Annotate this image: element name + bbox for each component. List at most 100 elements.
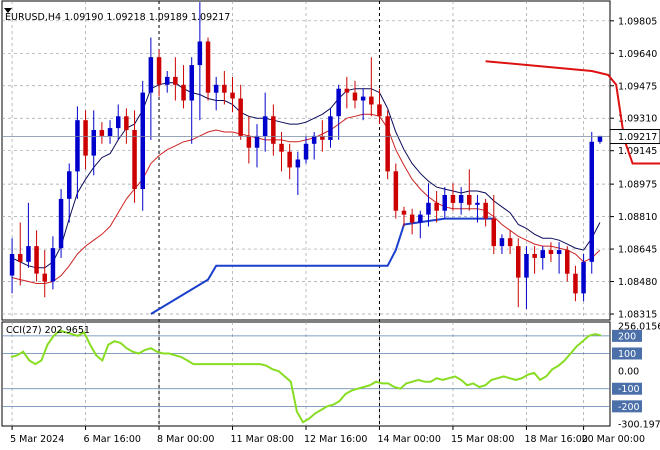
candle-body — [573, 273, 578, 294]
candle-body — [91, 130, 96, 156]
candle-body — [499, 238, 505, 247]
current-price-tag — [609, 129, 660, 145]
candle-body — [173, 76, 178, 85]
candle-body — [565, 250, 570, 274]
cci-line — [10, 329, 602, 424]
candle-body — [238, 98, 243, 136]
trailing-stop-support-line — [150, 217, 494, 315]
price-tick-label: 1.09475 — [618, 81, 657, 92]
cci-tick-label: -300.1976 — [618, 420, 660, 431]
symbol-dropdown-icon — [4, 8, 12, 13]
candle-body — [336, 88, 341, 117]
cci-tick-label: -200 — [618, 402, 640, 413]
cci-level-tag — [612, 382, 642, 395]
cci-level-tag — [612, 400, 642, 413]
candle-body — [197, 41, 203, 66]
candle-body — [156, 57, 162, 85]
candle-body — [222, 84, 227, 93]
candle-body — [352, 92, 358, 101]
candle-body — [116, 116, 121, 129]
candle-body — [26, 246, 31, 262]
cci-panel-frame — [1, 321, 611, 427]
candle-body — [581, 261, 586, 294]
candle-body — [450, 195, 456, 203]
candle-body — [401, 210, 407, 215]
candle-body — [107, 128, 113, 136]
price-tick-label: 1.09805 — [618, 16, 657, 27]
candle-body — [67, 171, 72, 199]
candle-body — [328, 116, 333, 140]
candle-body — [548, 250, 554, 254]
candle-body — [148, 57, 154, 93]
candle-body — [50, 248, 56, 282]
x-tick-label: 12 Mar 16:00 — [304, 434, 367, 445]
candle-body — [254, 135, 260, 148]
candle-body — [507, 238, 513, 247]
cci-level-tag — [612, 347, 642, 360]
candle-body — [246, 135, 252, 148]
candle-body — [516, 246, 521, 278]
cci-level-tag — [612, 329, 642, 342]
candle-body — [467, 195, 472, 205]
candle-body — [9, 254, 15, 276]
candle-body — [311, 135, 317, 144]
price-tick-label: 1.08645 — [618, 245, 657, 256]
candle-body — [83, 120, 88, 156]
fast-ma-line — [11, 82, 601, 269]
price-tick-label: 1.09145 — [618, 146, 657, 157]
price-tick-label: 1.08480 — [618, 277, 657, 288]
candle-body — [483, 202, 488, 219]
candle-body — [597, 135, 603, 142]
x-tick-label: 14 Mar 00:00 — [377, 434, 440, 445]
current-price-tag-label: 1.09217 — [618, 132, 657, 143]
x-tick-label: 8 Mar 00:00 — [157, 434, 214, 445]
candle-body — [271, 116, 276, 144]
candle-body — [426, 202, 431, 215]
price-tick-label: 1.09640 — [618, 49, 657, 60]
trailing-stop-resistance-line — [485, 60, 660, 165]
candle-body — [75, 120, 80, 172]
candle-body — [42, 273, 47, 282]
candle-body — [58, 198, 64, 249]
candle-body — [132, 130, 137, 189]
cci-indicator-label: CCI(27) 202.9651 — [6, 325, 90, 336]
x-tick-label: 6 Mar 16:00 — [84, 434, 141, 445]
candle-body — [213, 84, 219, 93]
candle-body — [287, 151, 292, 168]
candle-body — [532, 254, 537, 258]
candle-body — [369, 96, 374, 105]
candle-body — [295, 159, 301, 168]
candle-body — [442, 195, 447, 211]
x-tick-label: 20 Mar 00:00 — [582, 434, 645, 445]
candle-body — [385, 116, 390, 172]
candle-body — [344, 88, 350, 93]
cci-tick-label: 0.00 — [618, 367, 639, 378]
candle-body — [409, 214, 415, 223]
candle-body — [303, 143, 309, 160]
x-tick-label: 11 Mar 08:00 — [231, 434, 294, 445]
price-tick-label: 1.09310 — [618, 114, 657, 125]
x-tick-label: 18 Mar 16:00 — [524, 434, 587, 445]
candle-body — [189, 65, 194, 101]
x-tick-label: 5 Mar 2024 — [10, 434, 64, 445]
candle-body — [279, 143, 284, 152]
candle-body — [393, 171, 399, 211]
candle-body — [556, 250, 562, 254]
candle-body — [140, 92, 145, 189]
price-tick-label: 1.08315 — [618, 310, 657, 321]
candle-body — [475, 202, 480, 205]
candle-body — [181, 84, 186, 101]
cci-tick-label: -100 — [618, 384, 640, 395]
candle-body — [320, 135, 325, 140]
candle-body — [205, 41, 211, 93]
candle-body — [418, 214, 423, 223]
candle-body — [540, 250, 545, 258]
candle-body — [589, 141, 594, 262]
candle-body — [34, 246, 39, 274]
candle-body — [99, 130, 105, 136]
candle-body — [262, 116, 268, 136]
cci-tick-label: 256.0156 — [618, 322, 660, 333]
candle-body — [491, 218, 496, 247]
cci-tick-label: 100 — [618, 349, 636, 360]
